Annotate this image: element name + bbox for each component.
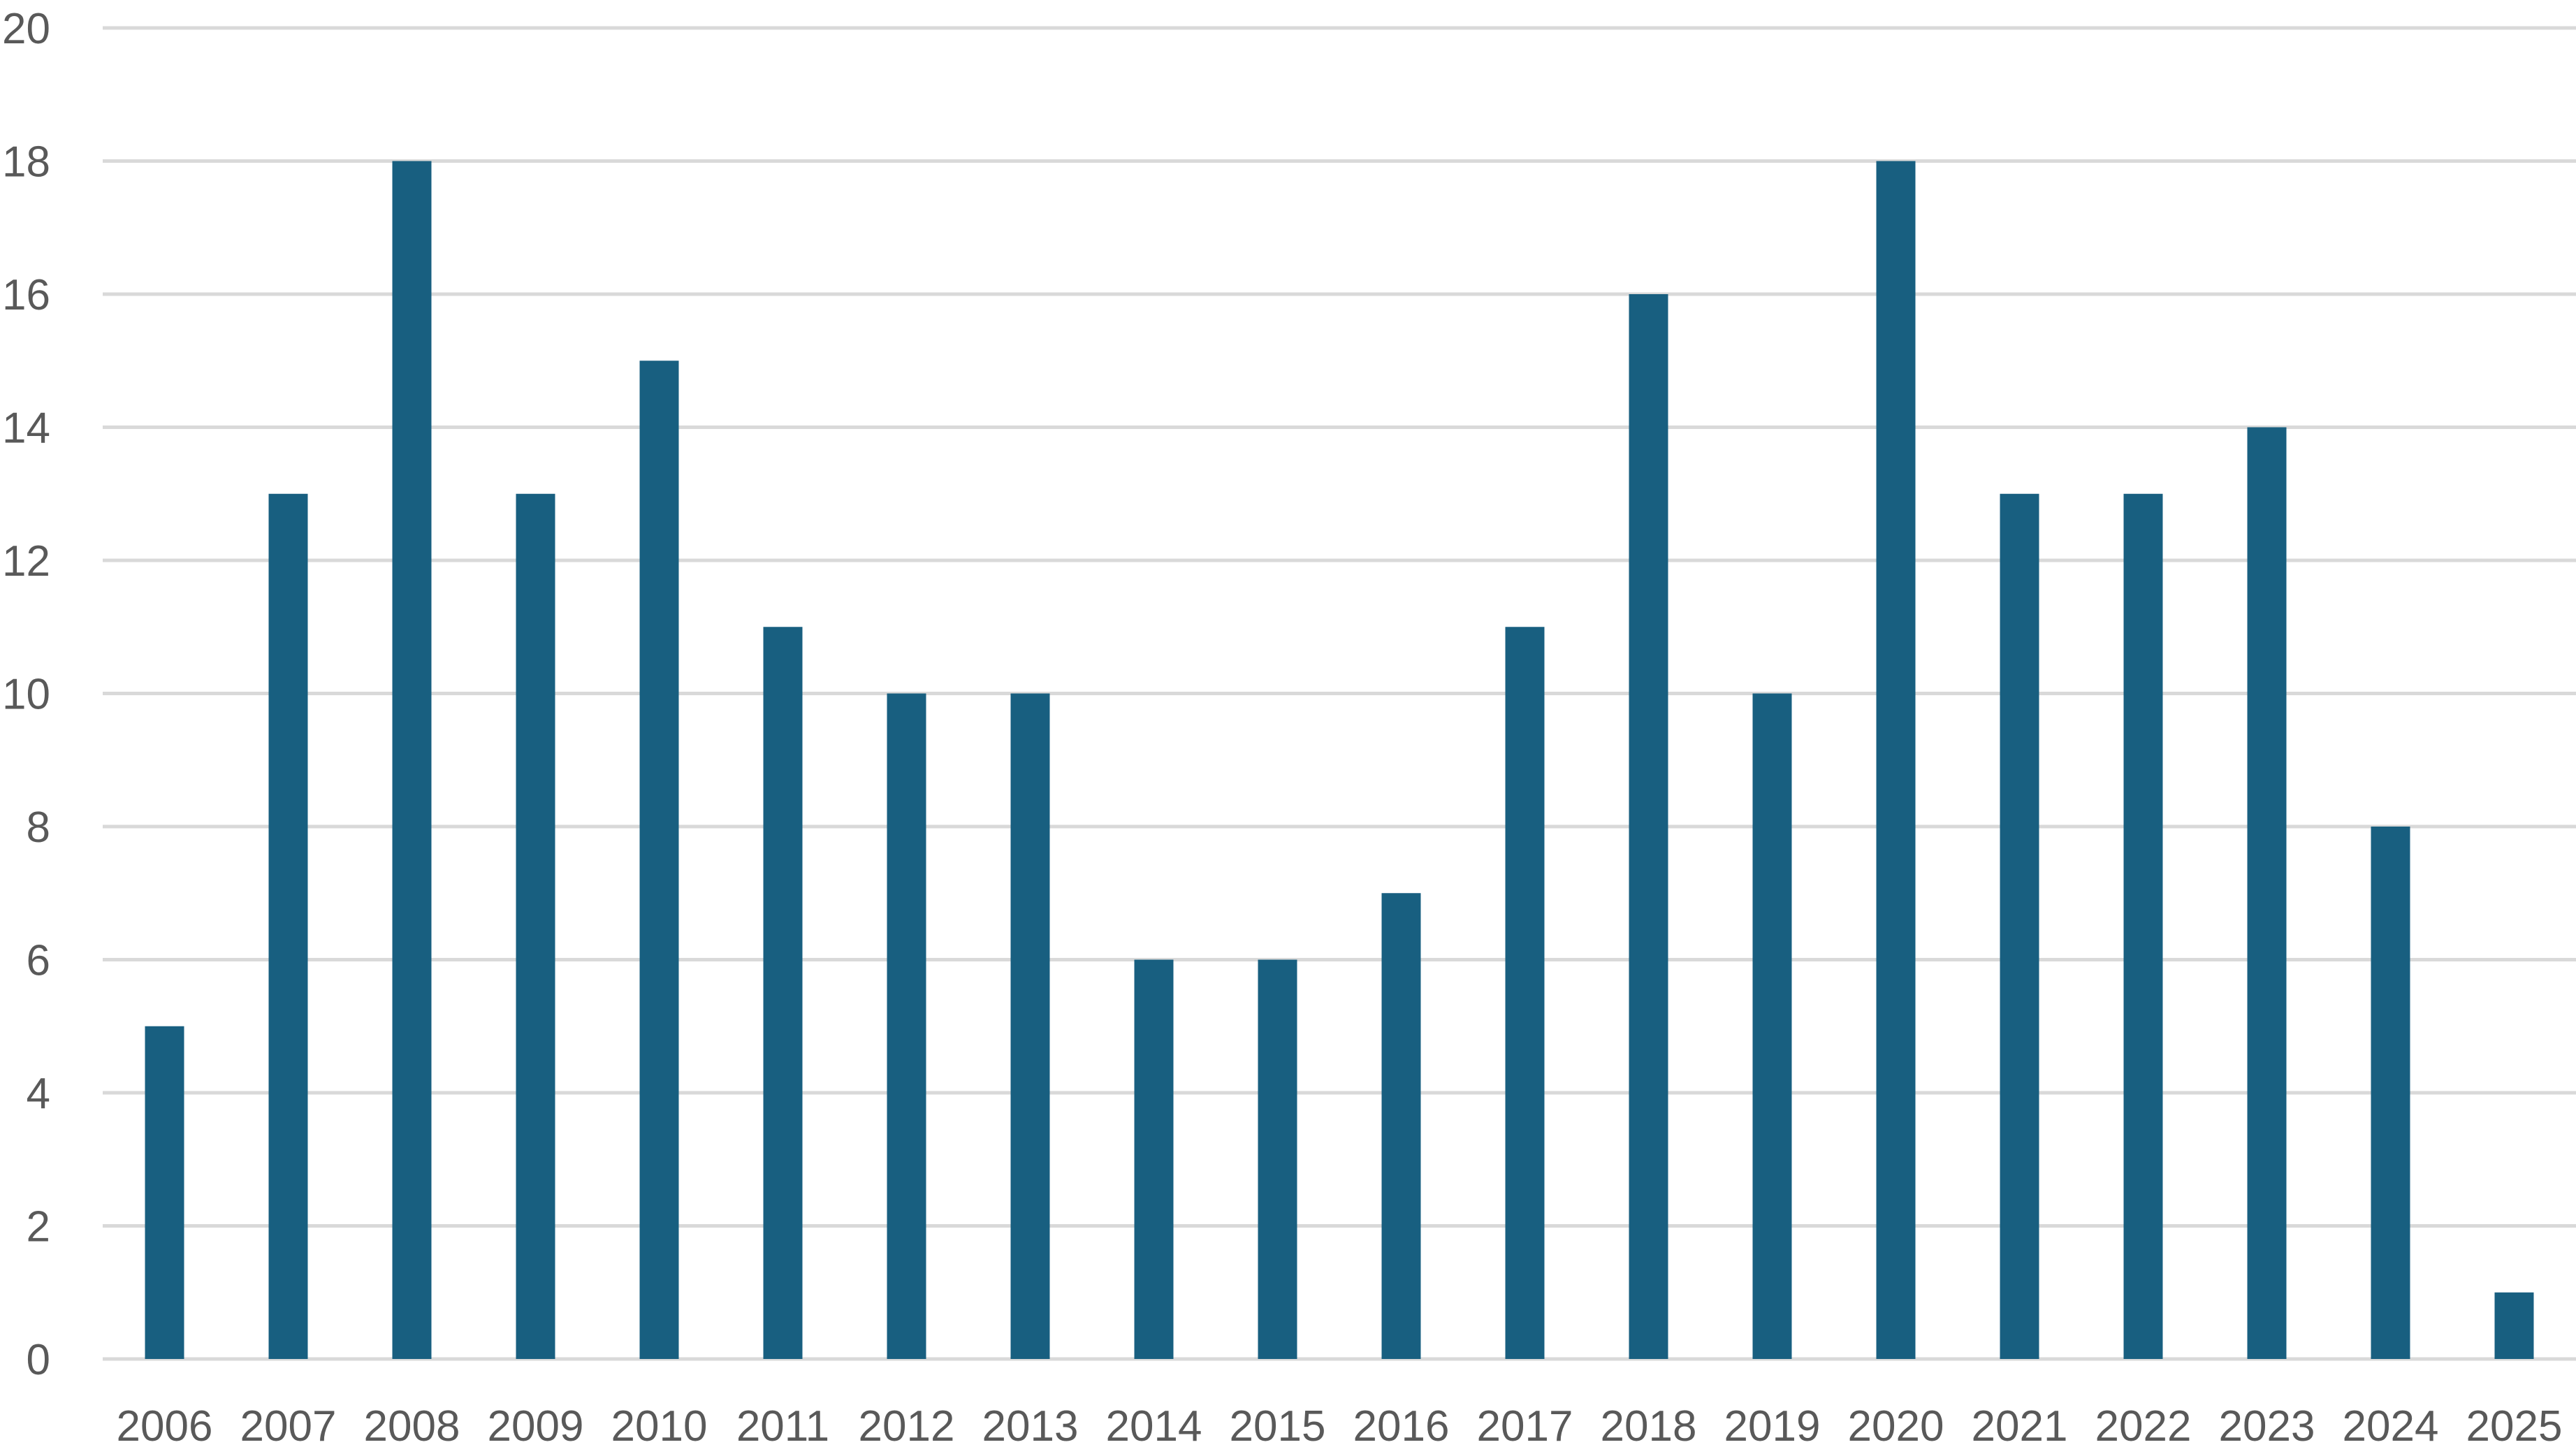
y-tick-label-20: 20 bbox=[2, 5, 50, 53]
x-tick-label-2020: 2020 bbox=[1848, 1402, 1944, 1451]
bar-2017 bbox=[1505, 627, 1545, 1359]
y-tick-label-2: 2 bbox=[27, 1203, 50, 1251]
y-tick-label-4: 4 bbox=[27, 1070, 50, 1118]
x-tick-label-2021: 2021 bbox=[1972, 1402, 2068, 1451]
x-tick-label-2018: 2018 bbox=[1601, 1402, 1697, 1451]
y-axis-ticks: 0 2 4 6 8 10 12 14 16 18 20 bbox=[2, 5, 50, 1384]
y-tick-label-6: 6 bbox=[27, 937, 50, 985]
y-tick-label-10: 10 bbox=[2, 671, 50, 719]
x-tick-label-2006: 2006 bbox=[117, 1402, 213, 1451]
bar-2006 bbox=[145, 1026, 184, 1359]
x-tick-label-2009: 2009 bbox=[488, 1402, 584, 1451]
bar-2023 bbox=[2247, 427, 2287, 1359]
bar-2016 bbox=[1381, 893, 1421, 1359]
y-tick-label-12: 12 bbox=[2, 537, 50, 586]
x-tick-label-2025: 2025 bbox=[2466, 1402, 2563, 1451]
bar-2013 bbox=[1010, 693, 1050, 1359]
bar-2007 bbox=[268, 493, 308, 1359]
x-tick-label-2022: 2022 bbox=[2095, 1402, 2192, 1451]
bar-2019 bbox=[1752, 693, 1792, 1359]
x-tick-label-2017: 2017 bbox=[1477, 1402, 1573, 1451]
x-tick-label-2010: 2010 bbox=[611, 1402, 708, 1451]
x-tick-label-2019: 2019 bbox=[1724, 1402, 1821, 1451]
bar-2022 bbox=[2123, 493, 2163, 1359]
x-tick-label-2013: 2013 bbox=[982, 1402, 1079, 1451]
y-tick-label-14: 14 bbox=[2, 405, 50, 453]
x-tick-label-2014: 2014 bbox=[1106, 1402, 1202, 1451]
x-tick-label-2024: 2024 bbox=[2343, 1402, 2439, 1451]
bar-2009 bbox=[516, 493, 555, 1359]
y-tick-label-16: 16 bbox=[2, 271, 50, 319]
x-tick-label-2011: 2011 bbox=[736, 1402, 829, 1451]
bar-2021 bbox=[2000, 493, 2039, 1359]
y-tick-label-8: 8 bbox=[27, 804, 50, 852]
bar-2012 bbox=[887, 693, 926, 1359]
y-tick-label-18: 18 bbox=[2, 138, 50, 187]
y-tick-label-0: 0 bbox=[27, 1336, 50, 1384]
x-axis-ticks: 2006 2007 2008 2009 2010 2011 2012 2013 2014 2015… bbox=[117, 1402, 2563, 1451]
bar-2015 bbox=[1258, 959, 1297, 1359]
bar-2020 bbox=[1876, 161, 1916, 1359]
bar-2008 bbox=[392, 161, 432, 1359]
bar-2010 bbox=[639, 361, 679, 1359]
bars bbox=[145, 161, 2534, 1359]
x-tick-label-2023: 2023 bbox=[2219, 1402, 2315, 1451]
bar-2018 bbox=[1629, 294, 1668, 1359]
bar-2025 bbox=[2494, 1292, 2534, 1359]
bar-2011 bbox=[763, 627, 803, 1359]
x-tick-label-2012: 2012 bbox=[859, 1402, 955, 1451]
x-tick-label-2016: 2016 bbox=[1353, 1402, 1450, 1451]
gridlines bbox=[103, 26, 2576, 1361]
bar-2014 bbox=[1134, 959, 1174, 1359]
x-tick-label-2007: 2007 bbox=[240, 1402, 337, 1451]
x-tick-label-2015: 2015 bbox=[1230, 1402, 1326, 1451]
x-tick-label-2008: 2008 bbox=[364, 1402, 460, 1451]
bar-2024 bbox=[2371, 827, 2410, 1359]
